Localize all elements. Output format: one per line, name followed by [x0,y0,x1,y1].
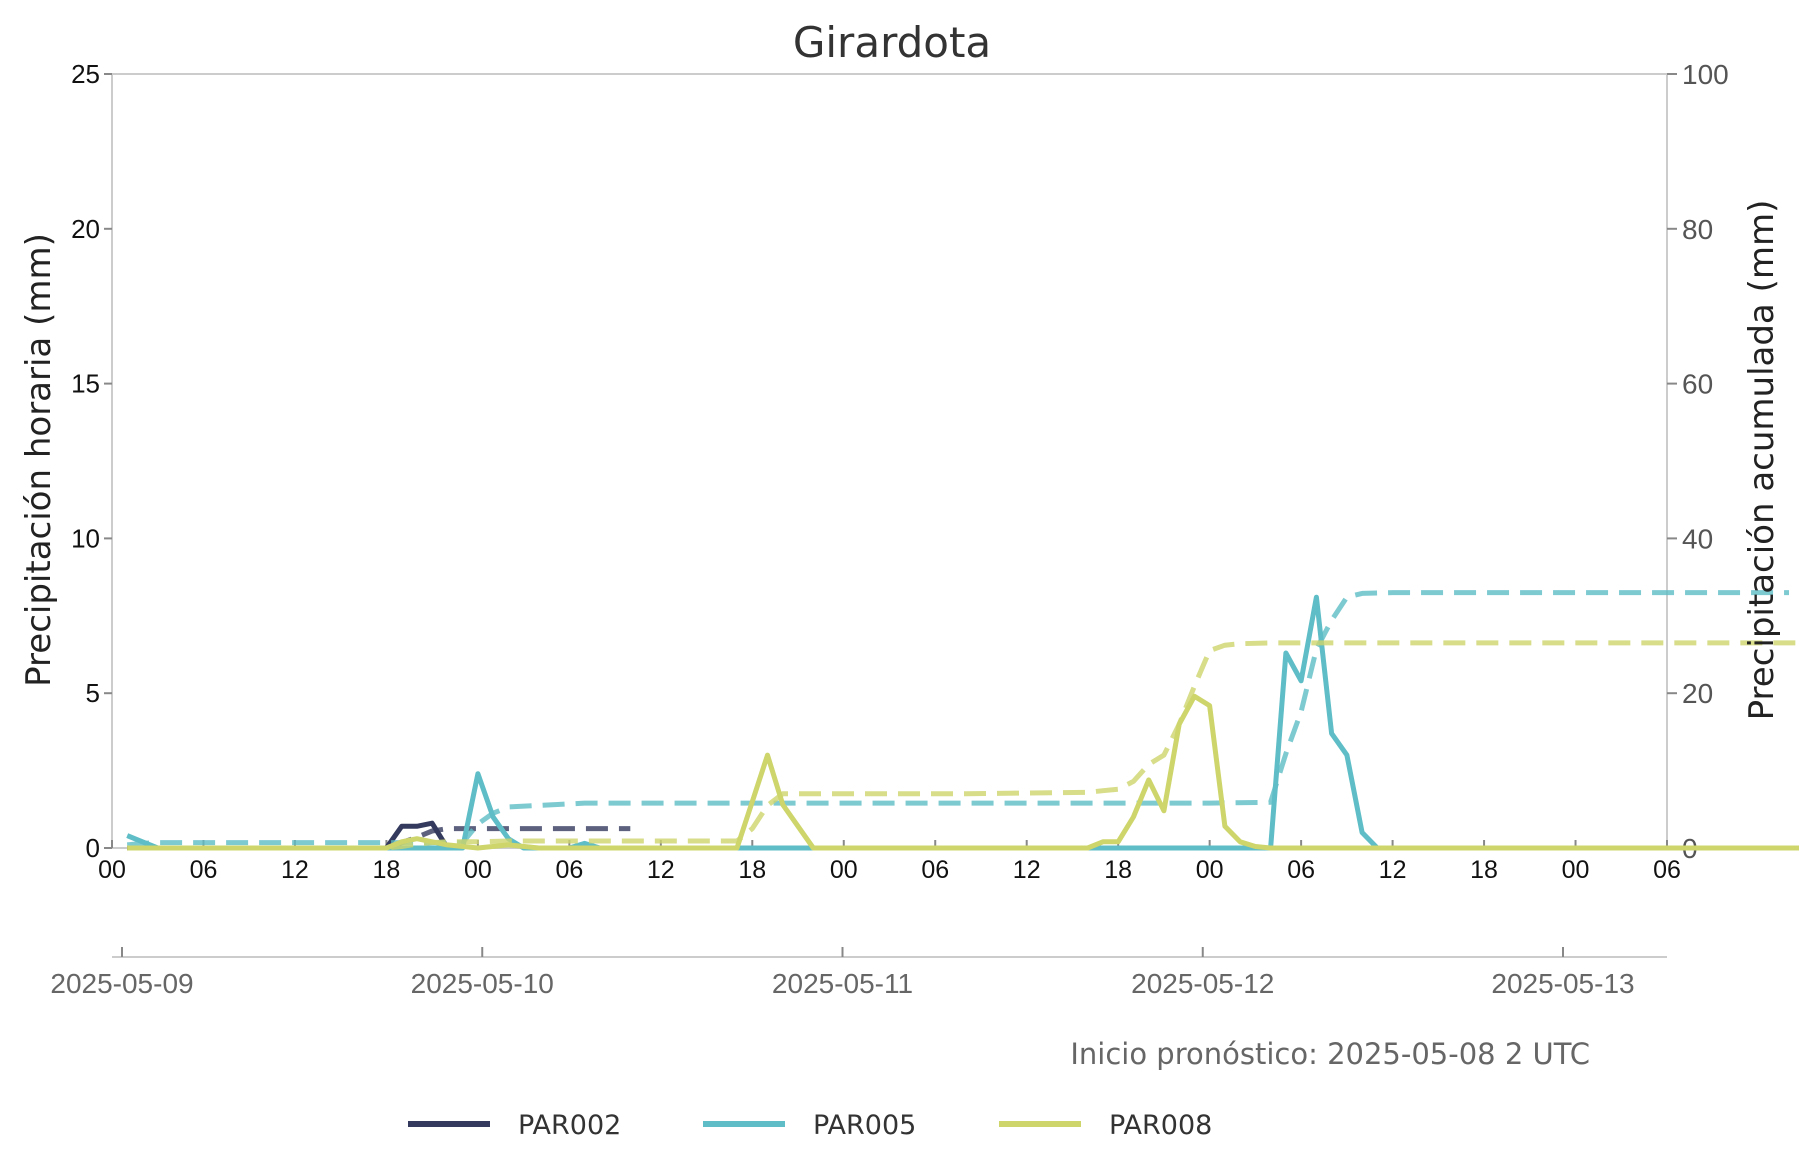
x-hour-tick-label: 18 [1104,856,1132,884]
legend: PAR002 PAR005 PAR008 [408,1110,1212,1141]
x-hour-tick-label: 00 [1196,856,1224,884]
x-date-tick-label: 2025-05-13 [1491,968,1634,999]
x-hour-tick-label: 00 [1562,856,1590,884]
chart-title: Girardota [793,18,991,67]
x-axis-hours: 00 06 12 18 00 06 12 18 00 06 12 18 00 06 12 18 00 06 [98,840,1681,884]
series-par008-hourly-line [127,693,1799,851]
series-par002-cumulative-line [127,826,631,851]
legend-label-par008: PAR008 [1109,1110,1212,1141]
y-left-tick-label: 25 [71,59,100,89]
y-axis-right-label: Precipitación acumulada (mm) [1742,200,1782,721]
x-axis-dates: 2025-05-09 2025-05-10 2025-05-11 2025-05-12… [50,947,1635,999]
x-hour-tick-label: 12 [281,856,309,884]
legend-label-par002: PAR002 [518,1110,621,1141]
y-right-tick-label: 80 [1682,214,1713,245]
y-left-tick-label: 0 [86,833,100,863]
x-date-tick-label: 2025-05-11 [772,968,913,999]
series-par008-cumulative-line [127,640,1799,851]
series-par005-hourly-line [126,594,1789,851]
x-date-tick-label: 2025-05-09 [50,968,193,999]
x-hour-tick-label: 06 [555,856,583,884]
y-axis-left: 0 5 10 15 20 25 [71,59,112,863]
x-date-tick-label: 2025-05-10 [411,968,554,999]
forecast-start-annotation: Inicio pronóstico: 2025-05-08 2 UTC [1070,1037,1590,1071]
x-hour-tick-label: 12 [1379,856,1407,884]
x-hour-tick-label: 06 [1287,856,1315,884]
y-left-tick-label: 20 [71,214,100,244]
plot-frame [111,73,1668,849]
legend-label-par005: PAR005 [813,1110,916,1141]
y-right-tick-label: 40 [1682,523,1713,554]
x-hour-tick-label: 06 [190,856,218,884]
x-hour-tick-label: 00 [464,856,492,884]
x-hour-tick-label: 18 [373,856,401,884]
x-hour-tick-label: 18 [738,856,766,884]
y-right-tick-label: 100 [1682,59,1729,90]
series-lines [126,590,1799,851]
x-hour-tick-label: 18 [1470,856,1498,884]
y-axis-left-label: Precipitación horaria (mm) [19,233,59,687]
y-left-tick-label: 10 [71,523,100,553]
x-hour-tick-label: 12 [1013,856,1041,884]
x-date-tick-label: 2025-05-12 [1131,968,1274,999]
x-hour-tick-label: 06 [1653,856,1681,884]
x-hour-tick-label: 00 [830,856,858,884]
y-right-tick-label: 20 [1682,678,1713,709]
y-left-tick-label: 15 [71,369,100,399]
x-hour-tick-label: 12 [647,856,675,884]
x-hour-tick-label: 06 [921,856,949,884]
x-hour-tick-label: 00 [98,856,126,884]
y-right-tick-label: 60 [1682,369,1713,400]
series-par005-cumulative-line [126,590,1789,848]
y-left-tick-label: 5 [86,678,100,708]
